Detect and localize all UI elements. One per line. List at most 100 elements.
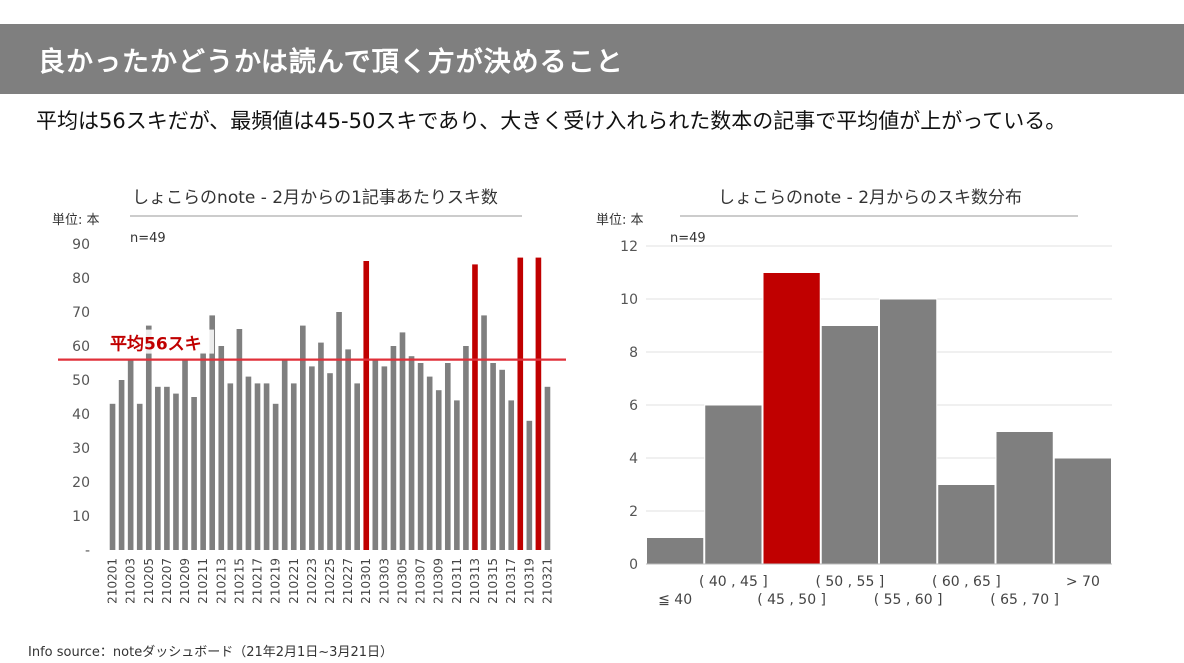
bar-210211 [200,352,206,550]
x-tick-label: 210315 [486,558,500,604]
bin-4 [879,298,938,565]
left-chart-title: しょこらのnote - 2月からの1記事あたりスキ数 [132,188,498,208]
bar-210306 [408,356,415,550]
x-tick-label: 210227 [341,558,355,604]
bar-210215 [236,329,243,550]
y-tick-label: 20 [72,475,90,491]
bar-210228 [354,383,360,550]
x-tick-label: ( 45 , 50 ] [757,592,826,608]
bar-210214 [227,383,234,550]
y-tick-label: 10 [72,509,90,525]
x-tick-label: 210215 [232,558,246,604]
bar-210304 [390,346,397,550]
bar-210202 [118,380,125,550]
y-tick-label: - [85,543,90,559]
x-tick-label: 210209 [178,558,192,604]
bar-210212 [209,315,216,550]
bar-210319 [526,420,533,550]
bar-210220 [281,359,288,550]
x-tick-label: 210321 [540,558,554,604]
x-tick-label: 210303 [377,558,391,604]
bar-210204 [136,403,143,550]
y-tick-label: 40 [72,407,90,423]
y-tick-label: 8 [629,345,638,361]
x-tick-label: ( 60 , 65 ] [932,574,1001,590]
bar-210321 [544,386,551,550]
bar-210219 [272,403,279,550]
right-chart-unit: 単位: 本 [596,213,644,228]
x-tick-label: ( 50 , 55 ] [815,574,884,590]
x-tick-label: 210225 [323,558,337,604]
y-tick-label: 90 [72,237,90,253]
bar-210207 [164,386,170,550]
y-tick-label: 30 [72,441,90,457]
bar-210201 [109,403,116,550]
bar-210221 [290,383,297,550]
bar-210203 [127,359,134,550]
bin-2 [762,272,821,565]
bar-210224 [318,342,324,550]
bar-210216 [245,376,252,550]
left-chart-unit: 単位: 本 [52,213,100,228]
bar-210225 [327,373,333,550]
x-tick-label: 210213 [214,558,228,604]
x-tick-label: > 70 [1066,574,1100,590]
x-tick-label: 210207 [160,558,174,604]
y-tick-label: 70 [72,305,90,321]
x-tick-label: 210223 [305,558,319,604]
info-source: Info source：noteダッシュボード（21年2月1日~3月21日） [28,645,393,660]
n-label: n=49 [130,231,166,246]
x-tick-label: 210307 [414,558,428,604]
x-tick-label: ( 65 , 70 ] [990,592,1059,608]
bar-210223 [309,366,315,550]
average-label-bg [104,329,214,354]
bin-7 [1053,457,1112,565]
x-tick-label: 210201 [106,558,120,604]
y-tick-label: 80 [72,271,90,287]
x-tick-label: 210311 [450,558,464,604]
bar-210208 [173,393,179,550]
x-tick-label: 210217 [251,558,265,604]
bar-210218 [263,383,270,550]
x-tick-label: 210319 [522,558,536,604]
bar-210318 [517,257,524,550]
x-tick-label: 210313 [468,558,482,604]
bin-1 [704,404,763,565]
right-chart-title: しょこらのnote - 2月からのスキ数分布 [717,188,1023,208]
page-subtitle: 平均は56スキだが、最頻値は45-50スキであり、大きく受け入れられた数本の記事… [36,109,1067,133]
bar-210316 [499,369,505,550]
x-tick-label: ≦ 40 [658,592,692,608]
y-tick-label: 12 [620,239,638,255]
bin-3 [820,325,879,565]
page-title: 良かったかどうかは読んで頂く方が決めること [38,47,624,78]
bar-210302 [372,359,379,550]
bar-210309 [435,390,442,550]
bar-210313 [472,264,478,550]
bar-210317 [508,400,515,550]
x-tick-label: ( 55 , 60 ] [874,592,943,608]
x-tick-label: 210317 [504,558,518,604]
bin-6 [995,431,1054,565]
bar-210308 [426,376,433,550]
y-tick-label: 2 [629,504,638,520]
bin-5 [937,484,996,565]
bar-210209 [182,359,188,550]
x-tick-label: 210221 [287,558,301,604]
bar-210217 [254,383,261,550]
right-chart: 0 2 4 6 8 10 12 n=49 ≦ 40 ( 40 , 45 ] ( 45 , 50 ] (… [620,215,1112,608]
bar-210206 [155,386,161,550]
bar-210305 [399,332,406,550]
bar-210303 [381,366,388,550]
bar-210222 [300,325,306,550]
bar-210226 [336,312,342,550]
x-tick-label: 210203 [124,558,138,604]
bar-210213 [218,346,225,550]
y-tick-label: 50 [72,373,90,389]
x-tick-label: ( 40 , 45 ] [699,574,768,590]
y-tick-label: 6 [629,398,638,414]
bin-0 [646,537,705,565]
x-tick-label: 210219 [269,558,283,604]
x-tick-label: 210211 [196,558,210,604]
bar-210311 [454,400,460,550]
bar-210312 [463,346,469,550]
